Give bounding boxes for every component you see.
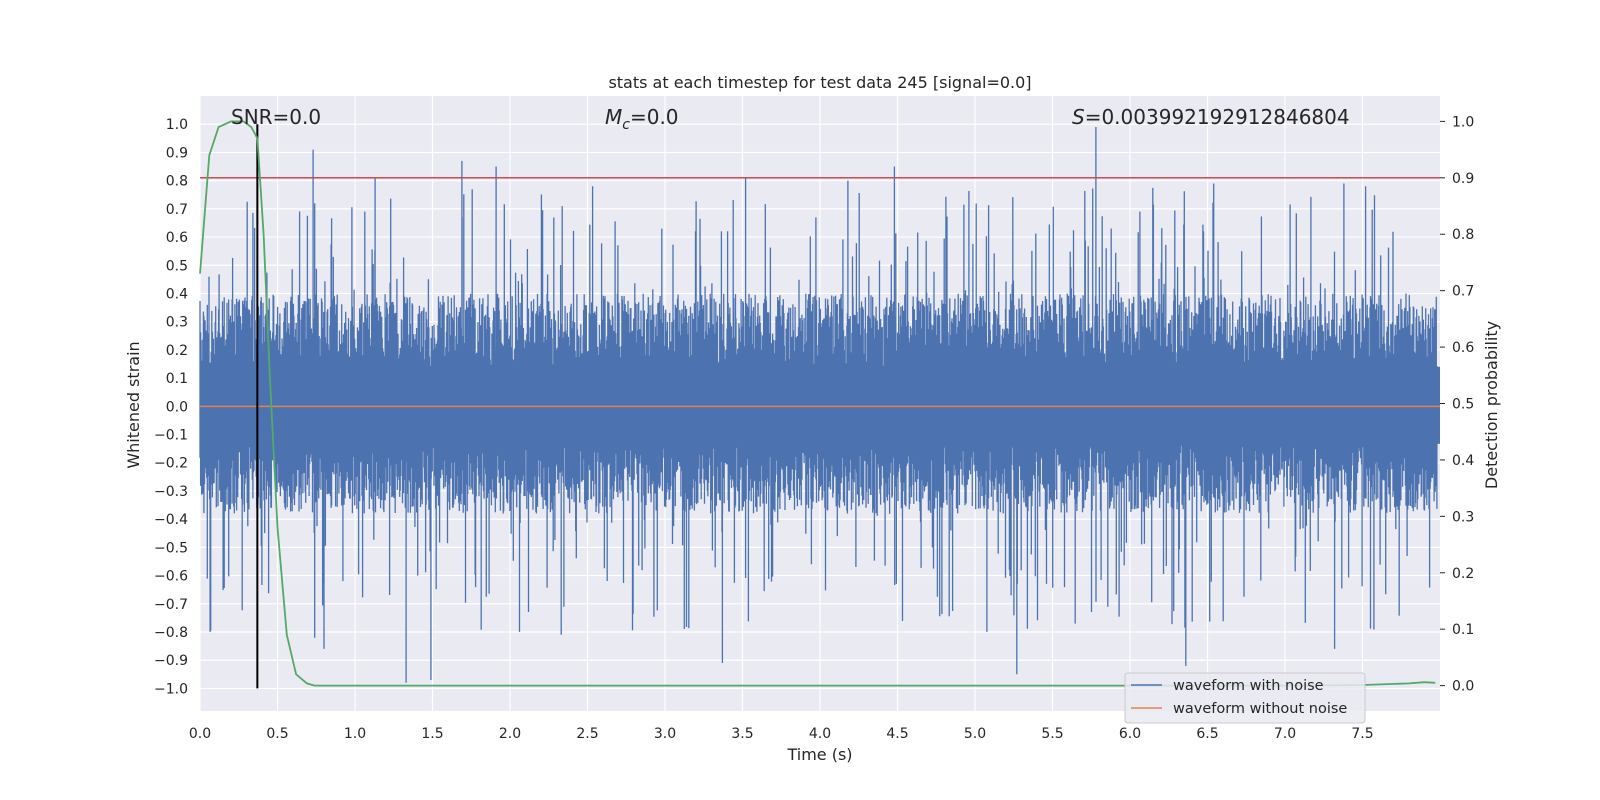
y-left-tick-label: 0.9 bbox=[166, 145, 188, 161]
y-left-tick-label: −0.6 bbox=[154, 569, 188, 585]
y-right-tick-label: 0.2 bbox=[1452, 566, 1474, 582]
y-left-tick-label: −0.8 bbox=[154, 625, 188, 641]
x-tick-label: 3.0 bbox=[654, 726, 676, 742]
y-left-tick-label: −0.7 bbox=[154, 597, 188, 613]
y-left-tick-label: 0.5 bbox=[166, 258, 188, 274]
x-tick-label: 0.0 bbox=[189, 726, 211, 742]
x-tick-label: 7.0 bbox=[1274, 726, 1296, 742]
y-left-axis-label: Whitened strain bbox=[124, 341, 143, 468]
y-left-tick-label: −0.9 bbox=[154, 653, 188, 669]
s-statistic-symbol: S bbox=[1072, 105, 1085, 129]
y-left-tick-label: 0.8 bbox=[166, 174, 188, 190]
y-left-tick-label: −0.1 bbox=[154, 428, 188, 444]
chirp-mass-annotation: Mc=0.0 bbox=[605, 105, 679, 133]
legend-label-without-noise: waveform without noise bbox=[1173, 701, 1347, 717]
chirp-mass-symbol: M bbox=[605, 105, 622, 129]
x-tick-label: 2.0 bbox=[499, 726, 521, 742]
y-right-tick-label: 1.0 bbox=[1452, 114, 1474, 130]
y-right-tick-label: 0.6 bbox=[1452, 340, 1474, 356]
series-waveform-with-noise bbox=[199, 127, 1440, 683]
y-left-tick-label: 0.6 bbox=[166, 230, 188, 246]
y-right-tick-label: 0.5 bbox=[1452, 397, 1474, 413]
y-left-tick-label: 0.2 bbox=[166, 343, 188, 359]
x-tick-label: 5.0 bbox=[964, 726, 986, 742]
y-right-tick-label: 0.7 bbox=[1452, 284, 1474, 300]
x-tick-label: 1.5 bbox=[421, 726, 443, 742]
y-left-tick-label: 0.3 bbox=[166, 315, 188, 331]
y-left-tick-label: −0.5 bbox=[154, 540, 188, 556]
s-statistic-annotation: S=0.003992192912846804 bbox=[1072, 105, 1350, 129]
x-axis-label: Time (s) bbox=[786, 745, 852, 764]
x-tick-label: 3.5 bbox=[731, 726, 753, 742]
legend-box bbox=[1124, 672, 1366, 724]
y-left-tick-label: 0.1 bbox=[166, 371, 188, 387]
y-right-tick-label: 0.3 bbox=[1452, 509, 1474, 525]
x-tick-label: 4.5 bbox=[886, 726, 908, 742]
y-left-tick-label: 0.7 bbox=[166, 202, 188, 218]
x-axis-ticks: 0.0 0.5 1.0 1.5 2.0 2.5 3.0 3.5 4.0 4.5 5.0 5.5 6.0 6… bbox=[189, 726, 1374, 742]
x-tick-label: 7.5 bbox=[1351, 726, 1373, 742]
x-tick-label: 6.0 bbox=[1119, 726, 1141, 742]
y-right-tick-label: 0.1 bbox=[1452, 622, 1474, 638]
y-right-tick-label: 0.0 bbox=[1452, 679, 1474, 695]
x-tick-label: 5.5 bbox=[1041, 726, 1063, 742]
x-tick-label: 6.5 bbox=[1196, 726, 1218, 742]
chirp-mass-subscript: c bbox=[622, 117, 630, 133]
chirp-mass-value: =0.0 bbox=[630, 105, 679, 129]
s-statistic-value: =0.003992192912846804 bbox=[1085, 105, 1350, 129]
y-left-tick-label: −0.2 bbox=[154, 456, 188, 472]
x-tick-label: 0.5 bbox=[266, 726, 288, 742]
x-tick-label: 1.0 bbox=[344, 726, 366, 742]
chart-title: stats at each timestep for test data 245… bbox=[608, 73, 1031, 92]
y-left-tick-label: −0.4 bbox=[154, 512, 188, 528]
x-tick-label: 2.5 bbox=[576, 726, 598, 742]
x-tick-label: 4.0 bbox=[809, 726, 831, 742]
y-right-tick-label: 0.8 bbox=[1452, 227, 1474, 243]
y-right-axis-label: Detection probability bbox=[1482, 321, 1501, 489]
y-right-tick-label: 0.4 bbox=[1452, 453, 1474, 469]
y-left-tick-label: −1.0 bbox=[154, 681, 188, 697]
y-left-axis-ticks: −1.0 −0.9 −0.8 −0.7 −0.6 −0.5 −0.4 −0.3 −0.2 −0.1… bbox=[154, 117, 188, 697]
y-left-tick-label: 1.0 bbox=[166, 117, 188, 133]
legend-label-with-noise: waveform with noise bbox=[1173, 678, 1324, 694]
snr-annotation: SNR=0.0 bbox=[231, 105, 321, 129]
y-left-tick-label: 0.0 bbox=[166, 399, 188, 415]
legend: waveform with noise waveform without noi… bbox=[1124, 672, 1366, 724]
y-left-tick-label: −0.3 bbox=[154, 484, 188, 500]
y-right-axis-ticks: 0.0 0.1 0.2 0.3 0.4 0.5 0.6 0.7 0.8 0.9 1.0 bbox=[1440, 114, 1474, 695]
y-left-tick-label: 0.4 bbox=[166, 286, 188, 302]
y-right-tick-label: 0.9 bbox=[1452, 171, 1474, 187]
